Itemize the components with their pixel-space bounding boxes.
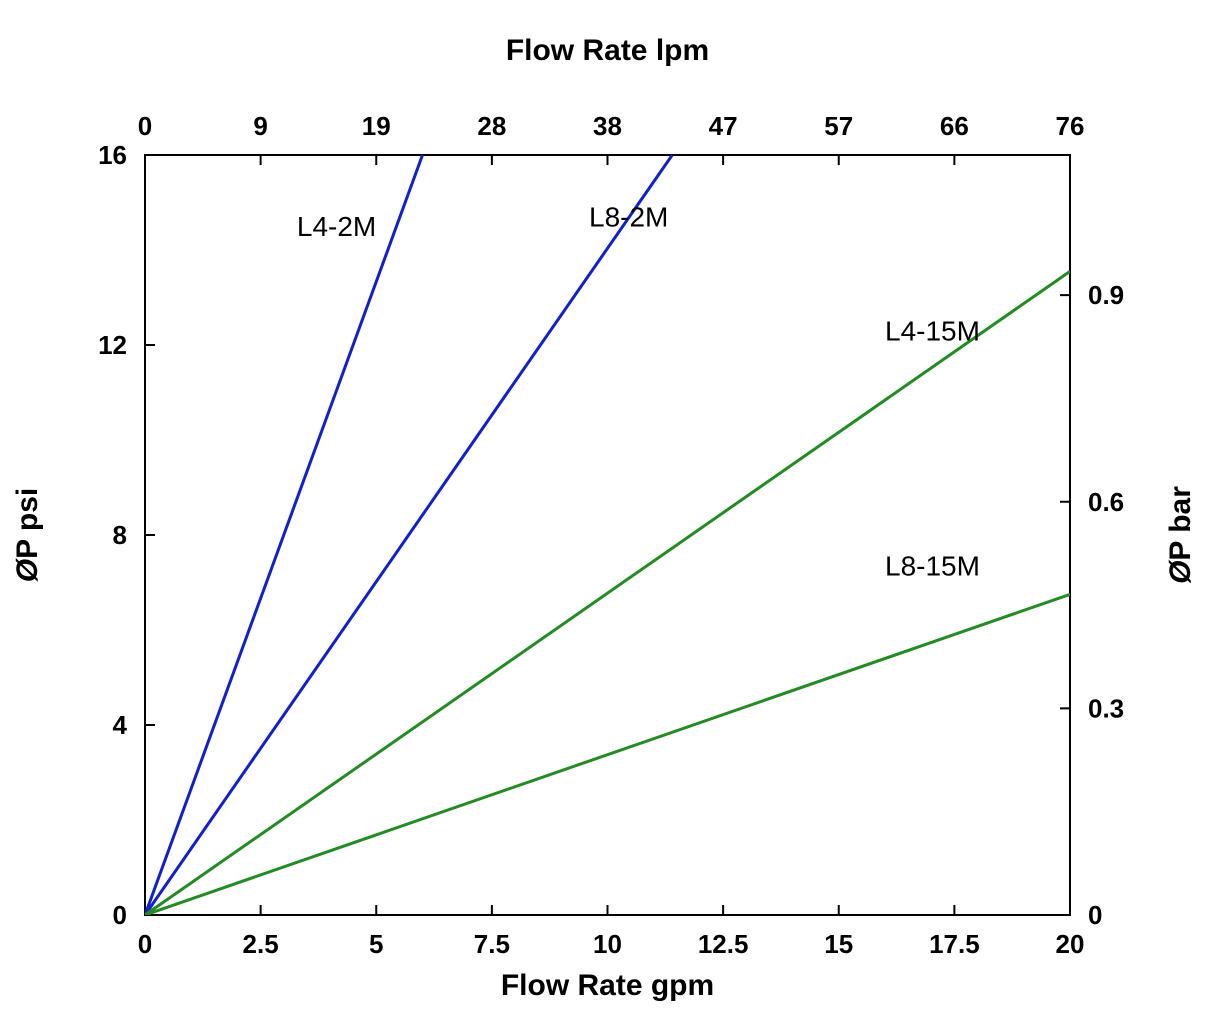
left-tick-label: 8 <box>113 520 127 550</box>
top-ticks: 0 9 19 28 38 47 57 66 76 <box>138 111 1085 165</box>
bottom-tick-label: 17.5 <box>929 929 980 959</box>
left-ticks: 0 4 8 12 16 <box>98 140 155 930</box>
series-label-l8-2m: L8-2M <box>589 201 668 232</box>
left-axis-title: ØP psi <box>11 488 44 583</box>
bottom-tick-label: 15 <box>824 929 853 959</box>
right-axis-title: ØP bar <box>1164 486 1197 584</box>
series-line-l8-2m <box>145 155 672 915</box>
left-axis-symbol: Ø <box>11 557 44 582</box>
series-lines <box>145 155 1070 915</box>
top-tick-label: 28 <box>477 111 506 141</box>
top-tick-label: 76 <box>1056 111 1085 141</box>
pressure-flow-chart: Flow Rate lpm Flow Rate gpm ØP psi ØP ba… <box>0 0 1214 1018</box>
right-axis-label: P bar <box>1164 486 1197 561</box>
left-axis-label: P psi <box>11 488 44 559</box>
right-tick-label: 0.9 <box>1088 280 1124 310</box>
bottom-tick-label: 5 <box>369 929 383 959</box>
right-tick-label: 0.6 <box>1088 487 1124 517</box>
bottom-ticks: 0 2.5 5 7.5 10 12.5 15 17.5 20 <box>138 905 1085 959</box>
top-tick-label: 38 <box>593 111 622 141</box>
chart-container: Flow Rate lpm Flow Rate gpm ØP psi ØP ba… <box>0 0 1214 1018</box>
bottom-tick-label: 0 <box>138 929 152 959</box>
series-line-l4-2m <box>145 155 423 915</box>
series-label-l8-15m: L8-15M <box>885 550 980 581</box>
top-tick-label: 9 <box>253 111 267 141</box>
left-tick-label: 0 <box>113 900 127 930</box>
right-axis-symbol: Ø <box>1164 559 1197 584</box>
top-tick-label: 19 <box>362 111 391 141</box>
top-tick-label: 47 <box>709 111 738 141</box>
bottom-tick-label: 20 <box>1056 929 1085 959</box>
top-tick-label: 66 <box>940 111 969 141</box>
series-labels: L4-2M L8-2M L4-15M L8-15M <box>297 201 980 581</box>
right-tick-label: 0 <box>1088 900 1102 930</box>
series-line-l8-15m <box>145 594 1070 915</box>
top-tick-label: 0 <box>138 111 152 141</box>
left-tick-label: 12 <box>98 330 127 360</box>
left-tick-label: 4 <box>113 710 128 740</box>
bottom-tick-label: 2.5 <box>243 929 279 959</box>
series-line-l4-15m <box>145 271 1070 915</box>
top-tick-label: 57 <box>824 111 853 141</box>
bottom-tick-label: 10 <box>593 929 622 959</box>
series-label-l4-2m: L4-2M <box>297 211 376 242</box>
top-axis-title: Flow Rate lpm <box>506 34 709 67</box>
series-label-l4-15m: L4-15M <box>885 315 980 346</box>
bottom-tick-label: 12.5 <box>698 929 749 959</box>
bottom-tick-label: 7.5 <box>474 929 510 959</box>
left-tick-label: 16 <box>98 140 127 170</box>
bottom-axis-title: Flow Rate gpm <box>501 969 714 1002</box>
right-tick-label: 0.3 <box>1088 693 1124 723</box>
